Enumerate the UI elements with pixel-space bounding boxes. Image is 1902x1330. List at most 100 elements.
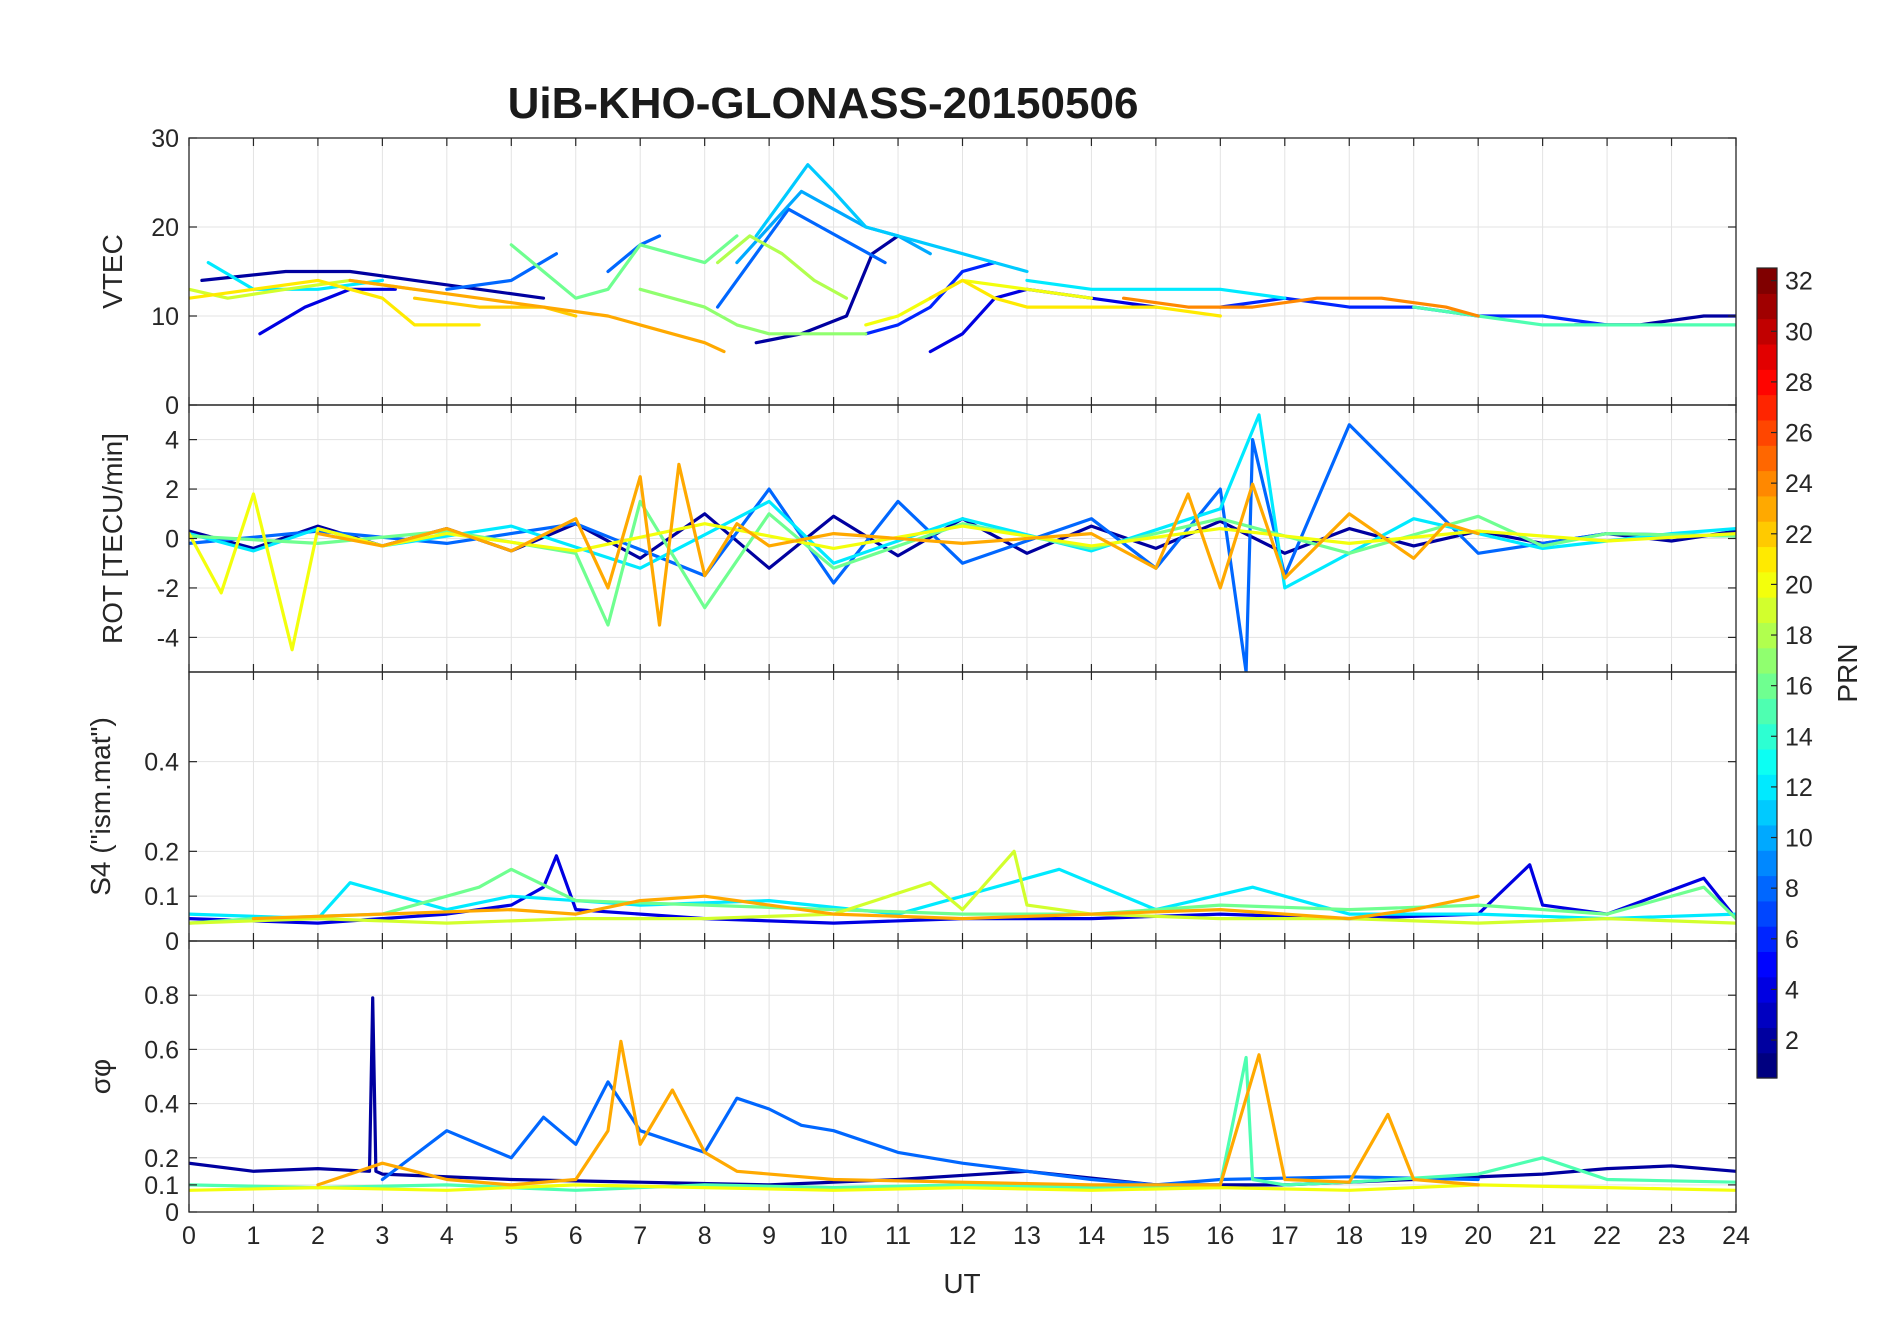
ytick-label-1: 10: [151, 303, 179, 331]
colorbar-swatch: [1757, 698, 1777, 725]
series-3-2: [189, 867, 1736, 921]
xtick-label: 15: [1142, 1222, 1170, 1250]
colorbar-tick-label: 8: [1785, 875, 1799, 903]
panel-2: -4 -2 0 2 4 ROT [TECU/min]: [97, 404, 1737, 673]
xtick-label: 0: [182, 1222, 196, 1250]
xtick-label: 24: [1722, 1222, 1750, 1250]
colorbar-label: PRN: [1832, 643, 1863, 702]
series-2-6: [316, 462, 1480, 627]
panel-4: 00.10.2 0.4 0.6 0.8 σφ: [85, 940, 1737, 1227]
colorbar-swatch: [1757, 318, 1777, 345]
colorbar-swatch: [1757, 850, 1777, 877]
xtick-label: 3: [375, 1222, 389, 1250]
x-tick-labels: 0 1 2 3 4 5 6 7 8 9 10 11 12 13 14 15 16 17 18 19 20 21 22 23 24: [182, 1222, 1750, 1250]
colorbar-swatch: [1757, 369, 1777, 396]
colorbar-swatch: [1757, 1052, 1777, 1079]
ytick-label-3: 0.2: [144, 838, 179, 866]
series-1-22: [928, 278, 1222, 318]
colorbar-swatch: [1757, 268, 1777, 294]
x-axis-label: UT: [943, 1268, 980, 1299]
xtick-label: 14: [1078, 1222, 1106, 1250]
colorbar-swatch: [1757, 394, 1777, 421]
colorbar-swatch: [1757, 673, 1777, 699]
ytick-label-2: -2: [157, 575, 179, 603]
y-axis-label-2: ROT [TECU/min]: [97, 433, 128, 644]
colorbar-swatch: [1757, 343, 1777, 370]
colorbar-swatch: [1757, 419, 1777, 446]
colorbar-swatch: [1757, 293, 1777, 320]
xtick-label: 19: [1400, 1222, 1428, 1250]
xtick-label: 9: [762, 1222, 776, 1250]
xtick-label: 20: [1464, 1222, 1492, 1250]
colorbar-tick-label: 12: [1785, 774, 1813, 802]
colorbar-swatch: [1757, 470, 1777, 497]
ytick-label-1: 30: [151, 125, 179, 153]
panel-1: 0 10 20 30 VTEC: [97, 125, 1737, 420]
colorbar-swatch: [1757, 824, 1777, 851]
panel-2-series: [189, 413, 1736, 672]
series-1-14: [1025, 278, 1287, 300]
y-axis-label-4: σφ: [85, 1059, 116, 1094]
ytick-label-4: 0.2: [144, 1145, 179, 1173]
xtick-label: 13: [1013, 1222, 1041, 1250]
series-1-23: [413, 296, 578, 318]
ytick-label-3: 0.4: [144, 749, 179, 777]
xtick-label: 7: [633, 1222, 647, 1250]
colorbar-tick-label: 4: [1785, 976, 1799, 1004]
ytick-label-4: 0.8: [144, 982, 179, 1010]
xtick-label: 1: [247, 1222, 261, 1250]
colorbar-tick-label: 14: [1785, 723, 1813, 751]
colorbar-tick-label: 24: [1785, 470, 1813, 498]
series-1-17: [638, 287, 868, 336]
colorbar-swatch: [1757, 723, 1777, 750]
colorbar-swatch: [1757, 1027, 1777, 1054]
xtick-label: 22: [1593, 1222, 1621, 1250]
colorbar-tick-label: 6: [1785, 926, 1799, 954]
xtick-label: 18: [1335, 1222, 1363, 1250]
colorbar-swatch: [1757, 647, 1777, 674]
xtick-label: 10: [820, 1222, 848, 1250]
colorbar-tick-label: 2: [1785, 1027, 1799, 1055]
colorbar-swatch: [1757, 546, 1777, 573]
panel-4-series: [189, 996, 1736, 1192]
series-1-4: [258, 287, 397, 336]
xtick-label: 21: [1529, 1222, 1557, 1250]
series-1-6: [864, 261, 997, 336]
colorbar-swatch: [1757, 622, 1777, 649]
colorbar-swatch: [1757, 748, 1777, 775]
colorbar-frame: [1756, 267, 1778, 1079]
xtick-label: 6: [569, 1222, 583, 1250]
series-1-8: [445, 252, 559, 291]
colorbar-tick-label: 26: [1785, 420, 1813, 448]
colorbar-tick-label: 18: [1785, 622, 1813, 650]
series-1-10: [715, 207, 887, 309]
colorbar-swatch: [1757, 799, 1777, 826]
series-3-3: [189, 867, 1736, 925]
figure-title: UiB-KHO-GLONASS-20150506: [508, 79, 1139, 128]
xtick-label: 11: [885, 1222, 911, 1250]
ytick-label-2: -4: [157, 624, 179, 652]
colorbar-tick-label: 20: [1785, 571, 1813, 599]
ytick-label-4: 0: [165, 1199, 179, 1227]
series-1-12: [754, 163, 1029, 274]
series-3-5: [251, 894, 1480, 921]
colorbar-tick-label: 10: [1785, 825, 1813, 853]
colorbar-swatch: [1757, 951, 1777, 978]
series-1-16: [509, 234, 739, 300]
xtick-label: 4: [440, 1222, 454, 1250]
colorbar-swatch: [1757, 445, 1777, 472]
ytick-label-1: 0: [165, 392, 179, 420]
series-1-24: [348, 278, 726, 354]
y-axis-label-3: S4 ("ism.mat"): [85, 717, 116, 896]
colorbar-tick-label: 30: [1785, 318, 1813, 346]
series-1-25: [1121, 296, 1480, 318]
ytick-label-3: 0: [165, 928, 179, 956]
colorbar-swatch: [1757, 1002, 1777, 1028]
colorbar-tick-label: 32: [1785, 268, 1813, 296]
series-1-5: [928, 287, 1158, 354]
series-1-2: [754, 234, 900, 345]
xtick-label: 2: [311, 1222, 325, 1250]
ytick-label-1: 20: [151, 214, 179, 242]
ytick-label-2: 2: [165, 476, 179, 504]
